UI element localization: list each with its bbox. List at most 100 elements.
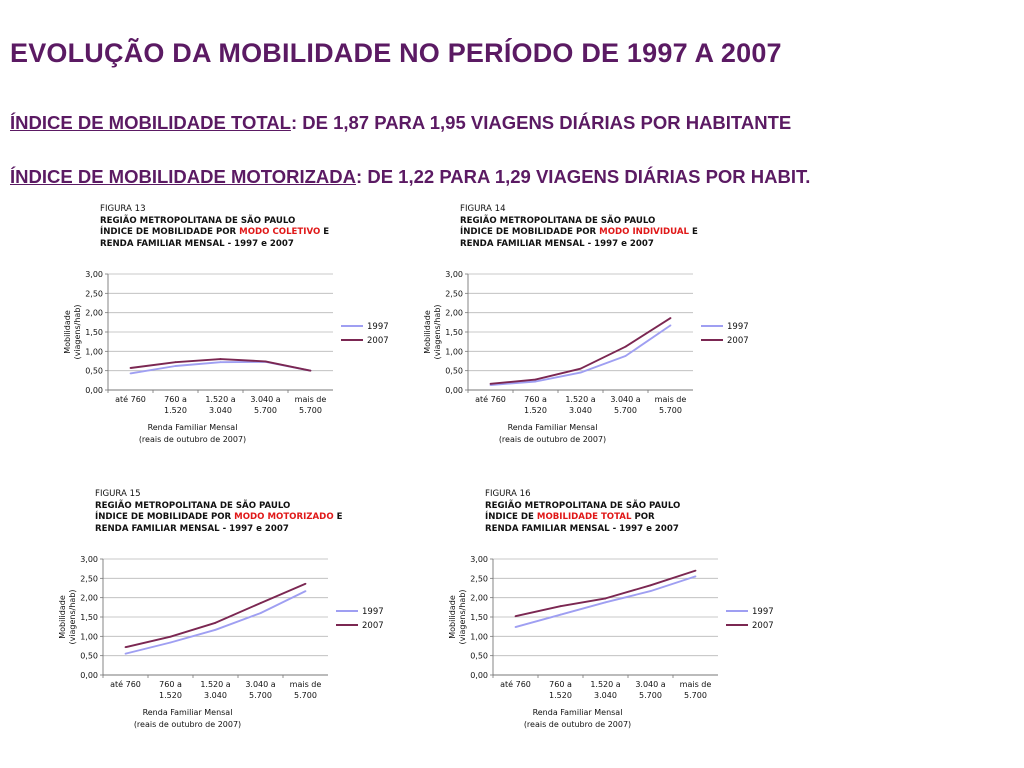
figure-region: REGIÃO METROPOLITANA DE SÃO PAULO bbox=[460, 215, 656, 226]
x-tick-label: mais de bbox=[655, 395, 687, 404]
y-tick-label: 1,50 bbox=[85, 328, 103, 337]
data-point-1997 bbox=[624, 355, 627, 357]
y-axis-label: Mobilidade(viagens/hab) bbox=[423, 304, 442, 359]
motorized-mobility-line: ÍNDICE DE MOBILIDADE MOTORIZADA: DE 1,22… bbox=[10, 166, 810, 188]
y-tick-label: 1,00 bbox=[470, 632, 488, 641]
legend-label-2007: 2007 bbox=[367, 336, 389, 346]
x-tick-label: 760 a bbox=[164, 395, 187, 404]
data-point-1997 bbox=[649, 590, 652, 592]
figure-heading: FIGURA 13 REGIÃO METROPOLITANA DE SÃO PA… bbox=[100, 204, 329, 250]
data-point-2007 bbox=[534, 378, 537, 381]
data-point-2007 bbox=[669, 317, 672, 319]
y-axis-label: Mobilidade(viagens/hab) bbox=[448, 589, 467, 644]
figure-13: FIGURA 13 REGIÃO METROPOLITANA DE SÃO PA… bbox=[63, 204, 420, 454]
total-mobility-text: : DE 1,87 PARA 1,95 VIAGENS DIÁRIAS POR … bbox=[290, 112, 792, 133]
y-axis-label-line: (viagens/hab) bbox=[68, 589, 77, 644]
legend-label-1997: 1997 bbox=[367, 322, 389, 332]
data-point-1997 bbox=[259, 612, 262, 615]
chart-figure-13: 0,00 0,50 1,00 1,50 2,00 2,50 3,00 até 760 760 a… bbox=[63, 270, 389, 444]
legend-label-2007: 2007 bbox=[362, 621, 384, 631]
figure-number: FIGURA 16 bbox=[485, 489, 531, 499]
x-tick-label: 1.520 bbox=[524, 406, 547, 415]
y-axis-label: Mobilidade(viagens/hab) bbox=[63, 304, 82, 359]
figure-14: FIGURA 14 REGIÃO METROPOLITANA DE SÃO PA… bbox=[423, 204, 780, 454]
x-tick-label: 3.040 bbox=[594, 691, 617, 700]
x-tick-label: 5.700 bbox=[294, 691, 317, 700]
data-point-2007 bbox=[214, 621, 217, 624]
x-axis-label: Renda Familiar Mensal bbox=[508, 423, 598, 432]
total-mobility-line: ÍNDICE DE MOBILIDADE TOTAL: DE 1,87 PARA… bbox=[10, 112, 791, 134]
y-tick-label: 1,00 bbox=[85, 347, 103, 356]
x-tick-label: 1.520 bbox=[159, 691, 182, 700]
data-point-2007 bbox=[604, 597, 607, 600]
x-axis-label: (reais de outubro de 2007) bbox=[524, 720, 631, 729]
y-tick-label: 0,00 bbox=[85, 386, 103, 395]
y-tick-label: 2,50 bbox=[445, 289, 463, 298]
y-tick-label: 2,00 bbox=[85, 309, 103, 318]
y-tick-label: 0,50 bbox=[85, 367, 103, 376]
x-tick-label: 1.520 a bbox=[565, 395, 595, 404]
y-axis-label-line: (viagens/hab) bbox=[433, 304, 442, 359]
x-axis-label: (reais de outubro de 2007) bbox=[499, 435, 606, 444]
x-tick-label: 760 a bbox=[524, 395, 547, 404]
chart-figure-15: 0,00 0,50 1,00 1,50 2,00 2,50 3,00 até 760 760 a… bbox=[58, 555, 384, 729]
data-point-1997 bbox=[604, 601, 607, 604]
x-tick-label: 5.700 bbox=[639, 691, 662, 700]
y-tick-label: 2,50 bbox=[85, 289, 103, 298]
data-point-2007 bbox=[304, 582, 307, 585]
x-tick-label: 760 a bbox=[159, 680, 182, 689]
x-tick-label: 5.700 bbox=[614, 406, 637, 415]
x-axis-label: (reais de outubro de 2007) bbox=[134, 720, 241, 729]
x-tick-label: 5.700 bbox=[249, 691, 272, 700]
figure-income-line: RENDA FAMILIAR MENSAL - 1997 e 2007 bbox=[485, 523, 679, 534]
y-tick-label: 1,50 bbox=[470, 613, 488, 622]
y-tick-label: 2,00 bbox=[80, 594, 98, 603]
figure-mode-highlight: MODO COLETIVO bbox=[239, 227, 321, 237]
figure-heading: FIGURA 15 REGIÃO METROPOLITANA DE SÃO PA… bbox=[95, 489, 343, 535]
y-tick-label: 1,00 bbox=[80, 632, 98, 641]
figure-mode-highlight: MODO MOTORIZADO bbox=[234, 512, 334, 522]
data-point-1997 bbox=[169, 641, 172, 644]
x-tick-label: 3.040 bbox=[209, 406, 232, 415]
chart-figure-16: 0,00 0,50 1,00 1,50 2,00 2,50 3,00 até 760 760 a… bbox=[448, 555, 774, 729]
legend-label-1997: 1997 bbox=[752, 607, 774, 617]
data-point-1997 bbox=[534, 380, 537, 383]
x-tick-label: 3.040 bbox=[569, 406, 592, 415]
figure-number: FIGURA 14 bbox=[460, 204, 506, 214]
figure-region: REGIÃO METROPOLITANA DE SÃO PAULO bbox=[100, 215, 296, 226]
figure-heading: FIGURA 14 REGIÃO METROPOLITANA DE SÃO PA… bbox=[460, 204, 698, 250]
figure-income-line: RENDA FAMILIAR MENSAL - 1997 e 2007 bbox=[100, 238, 294, 249]
figure-mode-highlight: MOBILIDADE TOTAL bbox=[536, 512, 632, 522]
data-point-1997 bbox=[579, 371, 582, 374]
data-point-2007 bbox=[259, 602, 262, 604]
data-point-2007 bbox=[309, 369, 312, 372]
data-point-2007 bbox=[264, 360, 267, 363]
x-axis-label: Renda Familiar Mensal bbox=[148, 423, 238, 432]
motorized-mobility-text: : DE 1,22 PARA 1,29 VIAGENS DIÁRIAS POR … bbox=[356, 166, 811, 187]
x-tick-label: até 760 bbox=[115, 394, 146, 404]
x-tick-label: 5.700 bbox=[299, 406, 322, 415]
data-point-2007 bbox=[489, 382, 492, 385]
y-tick-label: 0,50 bbox=[445, 367, 463, 376]
data-point-2007 bbox=[559, 605, 562, 608]
x-tick-label: 1.520 a bbox=[200, 680, 230, 689]
x-tick-label: 1.520 a bbox=[205, 395, 235, 404]
y-tick-label: 3,00 bbox=[470, 555, 488, 564]
y-tick-label: 2,00 bbox=[445, 309, 463, 318]
data-point-2007 bbox=[649, 584, 652, 587]
figure-income-line: RENDA FAMILIAR MENSAL - 1997 e 2007 bbox=[460, 238, 654, 249]
figure-region: REGIÃO METROPOLITANA DE SÃO PAULO bbox=[95, 500, 291, 511]
legend-label-2007: 2007 bbox=[727, 336, 749, 346]
figure-region: REGIÃO METROPOLITANA DE SÃO PAULO bbox=[485, 500, 681, 511]
data-point-1997 bbox=[304, 590, 307, 592]
x-tick-label: até 760 bbox=[500, 679, 531, 689]
data-point-2007 bbox=[219, 358, 222, 360]
data-point-1997 bbox=[559, 613, 562, 616]
data-point-1997 bbox=[174, 365, 177, 367]
figure-number: FIGURA 15 bbox=[95, 489, 141, 499]
x-tick-label: até 760 bbox=[475, 394, 506, 404]
legend-label-2007: 2007 bbox=[752, 621, 774, 631]
data-point-1997 bbox=[694, 575, 697, 578]
figure-income-line: RENDA FAMILIAR MENSAL - 1997 e 2007 bbox=[95, 523, 289, 534]
y-axis-label-line: Mobilidade bbox=[58, 595, 67, 639]
